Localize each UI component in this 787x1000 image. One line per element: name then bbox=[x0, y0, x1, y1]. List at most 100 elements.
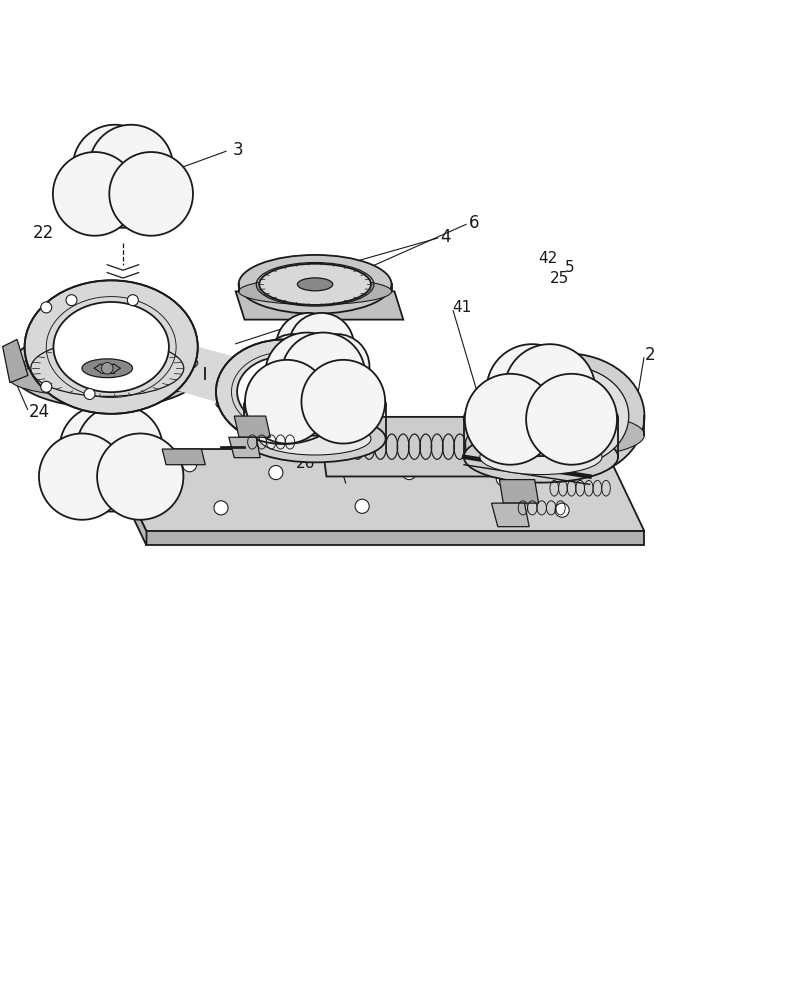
Ellipse shape bbox=[464, 431, 618, 483]
Ellipse shape bbox=[238, 278, 392, 305]
Ellipse shape bbox=[280, 374, 337, 385]
Ellipse shape bbox=[115, 204, 187, 218]
Circle shape bbox=[261, 426, 272, 437]
Ellipse shape bbox=[492, 433, 590, 452]
Circle shape bbox=[41, 302, 52, 313]
Text: 3: 3 bbox=[233, 141, 243, 159]
Text: 5: 5 bbox=[263, 434, 272, 449]
Ellipse shape bbox=[10, 361, 205, 397]
Ellipse shape bbox=[287, 412, 360, 425]
Ellipse shape bbox=[280, 376, 350, 390]
Circle shape bbox=[66, 295, 77, 306]
Circle shape bbox=[504, 344, 595, 435]
Ellipse shape bbox=[237, 356, 331, 427]
Ellipse shape bbox=[479, 429, 603, 456]
Circle shape bbox=[214, 501, 228, 515]
Ellipse shape bbox=[45, 487, 120, 501]
Ellipse shape bbox=[94, 204, 168, 218]
Circle shape bbox=[183, 458, 197, 472]
Ellipse shape bbox=[245, 415, 386, 462]
Ellipse shape bbox=[480, 439, 602, 475]
Ellipse shape bbox=[259, 423, 371, 455]
Circle shape bbox=[465, 374, 556, 465]
Circle shape bbox=[260, 334, 326, 399]
Ellipse shape bbox=[294, 374, 349, 385]
Ellipse shape bbox=[24, 280, 198, 414]
Polygon shape bbox=[107, 449, 645, 531]
Circle shape bbox=[276, 313, 342, 378]
Text: 1: 1 bbox=[315, 369, 326, 387]
Ellipse shape bbox=[297, 278, 333, 291]
Ellipse shape bbox=[271, 412, 343, 425]
Ellipse shape bbox=[65, 490, 158, 508]
Polygon shape bbox=[2, 339, 28, 383]
Ellipse shape bbox=[66, 203, 179, 228]
Polygon shape bbox=[111, 329, 312, 399]
Polygon shape bbox=[104, 347, 306, 423]
Circle shape bbox=[76, 405, 163, 492]
Text: 23: 23 bbox=[111, 396, 132, 414]
Circle shape bbox=[318, 358, 329, 369]
Circle shape bbox=[84, 388, 95, 399]
Ellipse shape bbox=[54, 302, 169, 392]
Ellipse shape bbox=[488, 413, 645, 457]
Circle shape bbox=[269, 465, 283, 480]
Ellipse shape bbox=[259, 264, 371, 305]
Ellipse shape bbox=[82, 487, 157, 501]
Circle shape bbox=[305, 334, 369, 399]
Circle shape bbox=[127, 295, 139, 306]
Text: 20: 20 bbox=[139, 374, 160, 392]
Circle shape bbox=[301, 360, 385, 444]
Ellipse shape bbox=[309, 374, 365, 385]
Ellipse shape bbox=[24, 347, 198, 379]
Text: 4: 4 bbox=[441, 228, 451, 246]
Circle shape bbox=[555, 503, 569, 517]
Polygon shape bbox=[146, 531, 645, 545]
Text: 41: 41 bbox=[453, 300, 471, 315]
Ellipse shape bbox=[58, 204, 131, 218]
Circle shape bbox=[53, 152, 137, 236]
Ellipse shape bbox=[65, 487, 140, 501]
Circle shape bbox=[402, 465, 416, 480]
Polygon shape bbox=[229, 437, 260, 458]
Ellipse shape bbox=[504, 366, 629, 466]
Circle shape bbox=[265, 333, 349, 416]
Ellipse shape bbox=[35, 341, 179, 395]
Ellipse shape bbox=[82, 359, 132, 378]
Polygon shape bbox=[235, 416, 271, 437]
Ellipse shape bbox=[250, 412, 323, 425]
Text: 3: 3 bbox=[605, 416, 616, 434]
Ellipse shape bbox=[79, 204, 151, 218]
Circle shape bbox=[527, 374, 617, 465]
Ellipse shape bbox=[471, 430, 550, 445]
Ellipse shape bbox=[216, 391, 352, 417]
Polygon shape bbox=[319, 417, 515, 476]
Text: 26: 26 bbox=[295, 456, 315, 471]
Text: 2: 2 bbox=[645, 346, 655, 364]
Text: 22: 22 bbox=[33, 224, 54, 242]
Ellipse shape bbox=[488, 353, 645, 479]
Ellipse shape bbox=[258, 411, 372, 436]
Polygon shape bbox=[107, 449, 146, 545]
Circle shape bbox=[41, 381, 52, 392]
Circle shape bbox=[60, 405, 146, 492]
Ellipse shape bbox=[10, 329, 205, 408]
Circle shape bbox=[102, 362, 113, 374]
Polygon shape bbox=[235, 291, 403, 320]
Circle shape bbox=[497, 472, 510, 486]
Circle shape bbox=[486, 344, 578, 435]
Circle shape bbox=[289, 313, 354, 378]
Ellipse shape bbox=[493, 430, 571, 445]
Ellipse shape bbox=[53, 486, 170, 512]
Circle shape bbox=[323, 392, 334, 403]
Text: 42: 42 bbox=[538, 251, 558, 266]
Circle shape bbox=[282, 333, 365, 416]
Polygon shape bbox=[162, 449, 205, 465]
Ellipse shape bbox=[103, 487, 178, 501]
Circle shape bbox=[73, 125, 157, 208]
Text: 21: 21 bbox=[346, 299, 368, 317]
Ellipse shape bbox=[522, 382, 610, 451]
Circle shape bbox=[97, 433, 183, 520]
Ellipse shape bbox=[271, 373, 359, 393]
Ellipse shape bbox=[216, 340, 352, 444]
